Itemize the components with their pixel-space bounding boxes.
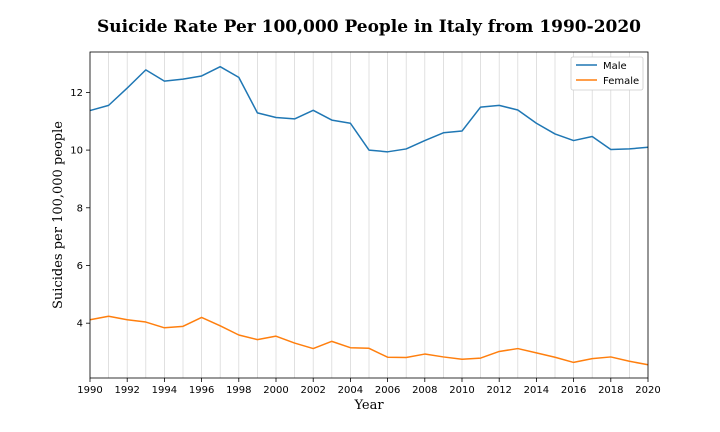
grid — [89, 52, 649, 378]
x-tick-label: 2006 — [375, 385, 400, 396]
x-tick-label: 1990 — [77, 385, 102, 396]
legend-label-female: Female — [603, 76, 639, 87]
x-tick-label: 2020 — [635, 385, 660, 396]
y-tick-label: 4 — [77, 319, 83, 330]
legend: Male Female — [570, 56, 644, 91]
y-tick-label: 10 — [70, 146, 83, 157]
x-tick-label: 1992 — [114, 385, 139, 396]
x-tick-label: 2008 — [412, 385, 437, 396]
x-tick-label: 2010 — [449, 385, 474, 396]
x-axis-label: Year — [353, 398, 384, 413]
x-axis: 1990 1992 1994 1996 1998 2000 2002 2004 2006 2008… — [77, 378, 661, 396]
y-tick-label: 6 — [77, 261, 83, 272]
x-tick-label: 1998 — [226, 385, 251, 396]
x-tick-label: 2002 — [300, 385, 325, 396]
chart-title: Suicide Rate Per 100,000 People in Italy… — [97, 17, 641, 37]
series-line-female — [89, 315, 649, 366]
y-tick-label: 8 — [77, 203, 83, 214]
x-tick-label: 2014 — [524, 385, 549, 396]
series-line-male — [89, 65, 649, 153]
y-tick-label: 12 — [70, 88, 83, 99]
series-lines — [89, 65, 649, 366]
x-tick-label: 2018 — [598, 385, 623, 396]
plot-frame — [89, 51, 649, 379]
x-tick-label: 1996 — [189, 385, 214, 396]
x-tick-label: 2004 — [338, 385, 363, 396]
x-tick-label: 2016 — [561, 385, 586, 396]
y-axis-label: Suicides per 100,000 people — [51, 121, 66, 309]
x-tick-label: 2000 — [263, 385, 288, 396]
x-tick-label: 2012 — [486, 385, 511, 396]
y-axis: 4 6 8 10 12 — [70, 88, 90, 330]
legend-label-male: Male — [603, 61, 627, 72]
x-tick-label: 1994 — [152, 385, 177, 396]
